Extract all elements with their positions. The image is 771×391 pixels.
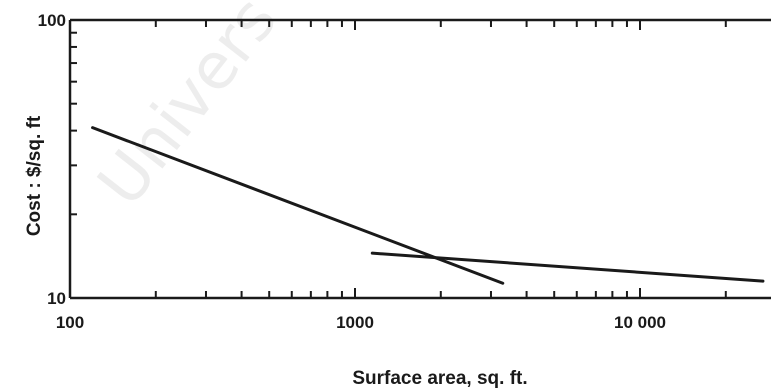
x-tick-label: 100 — [56, 313, 84, 332]
series-line-1 — [91, 126, 505, 285]
series-line-2 — [370, 251, 765, 283]
x-tick-label: 10 000 — [614, 313, 666, 332]
minor-ticks — [69, 19, 727, 299]
x-axis-label: Surface area, sq. ft. — [352, 368, 527, 389]
watermark: Univers — [84, 0, 291, 220]
y-tick-label: 100 — [38, 11, 66, 30]
y-axis-label: Cost : $/sq. ft — [24, 115, 45, 236]
tick-labels: 100 1000 10 000 10 100 — [38, 11, 666, 332]
plot-frame — [68, 18, 771, 300]
y-tick-label: 10 — [47, 289, 66, 308]
x-tick-label: 1000 — [336, 313, 374, 332]
series-group — [91, 126, 765, 285]
